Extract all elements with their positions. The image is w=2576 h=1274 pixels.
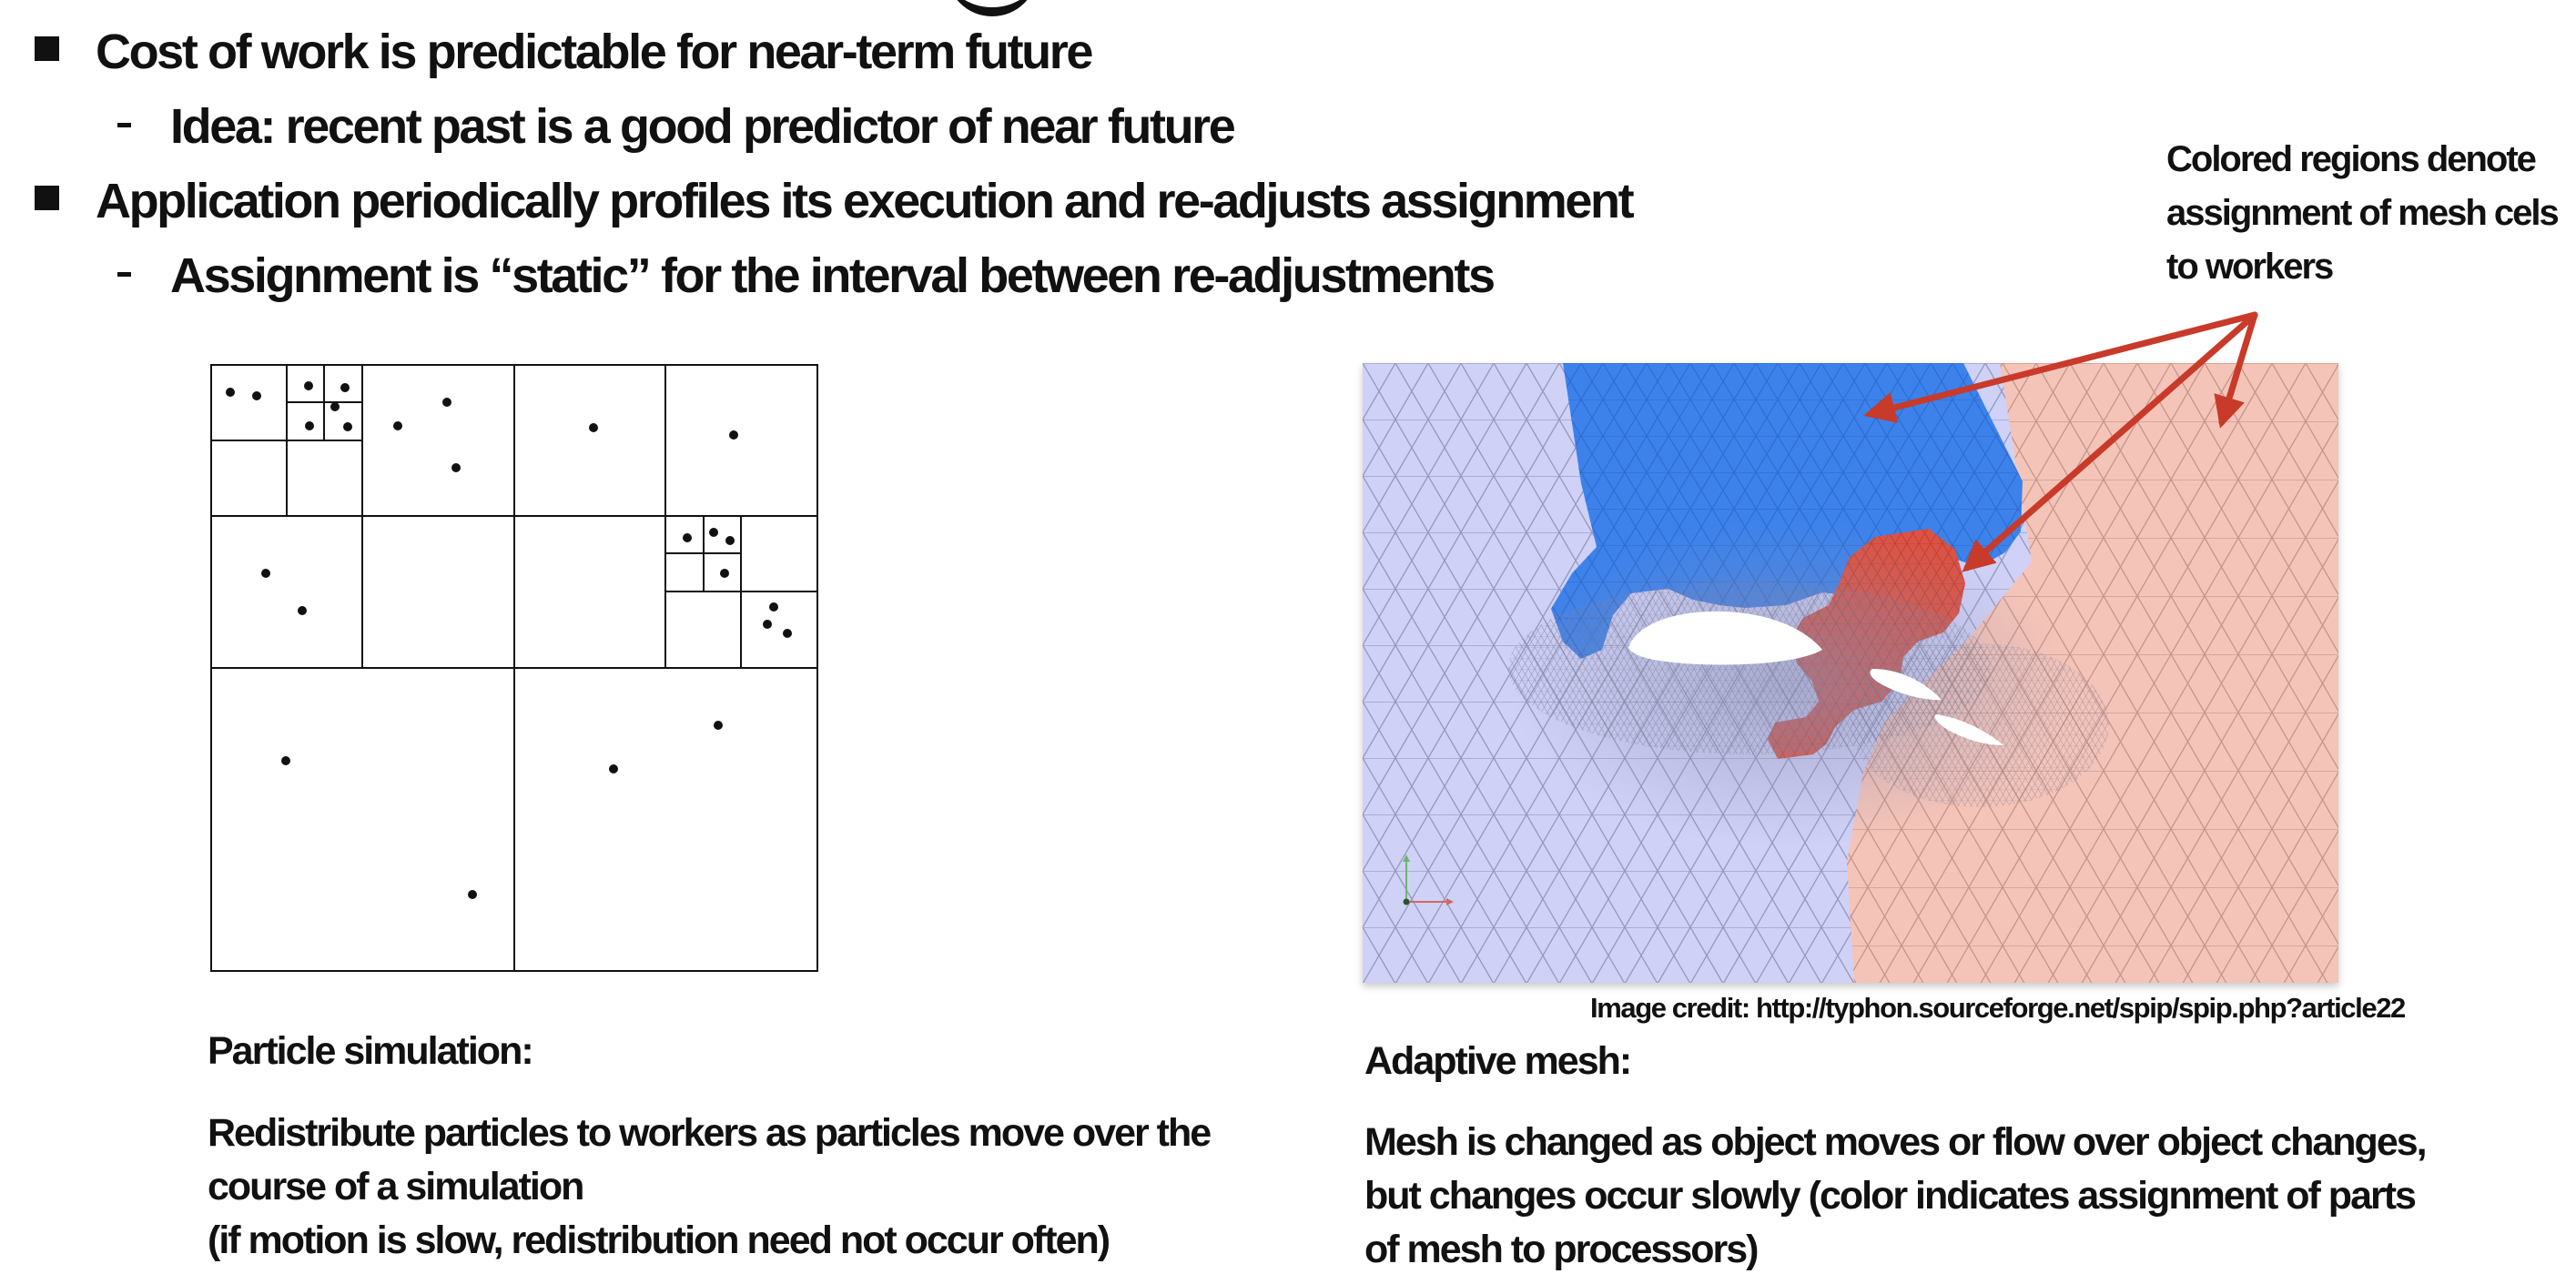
bullet-text: Application periodically profiles its ex… [96, 174, 1635, 228]
mesh-caption-body: Mesh is changed as object moves or flow … [1364, 1116, 2428, 1274]
particle-dot [305, 421, 314, 430]
particle-dot [261, 569, 270, 578]
particle-dot [226, 388, 235, 397]
particle-dot [252, 391, 261, 400]
particle-dot [298, 606, 307, 615]
axis-triad-icon [1403, 854, 1454, 905]
bullet-text: Idea: recent past is a good predictor of… [170, 99, 1236, 154]
flap-airfoil-shape [1870, 669, 1942, 701]
particle-caption-body: Redistribute particles to workers as par… [208, 1107, 1212, 1268]
particle-dot [709, 528, 718, 537]
particle-dot [720, 569, 729, 578]
particle-dot [783, 629, 792, 638]
caption-line: course of a simulation [208, 1165, 584, 1208]
particle-dot [609, 764, 618, 774]
slat-airfoil-shape [1934, 714, 2003, 745]
caption-line: (if motion is slow, redistribution need … [208, 1218, 1111, 1262]
particle-dot [340, 383, 350, 392]
square-bullet-icon [35, 186, 59, 210]
particle-dot [589, 423, 598, 432]
bullet-cost-predictable: Cost of work is predictable for near-ter… [35, 15, 1764, 89]
mesh-caption-heading: Adaptive mesh: [1364, 1039, 1632, 1083]
particle-dot [281, 756, 290, 765]
square-bullet-icon [35, 36, 59, 61]
particle-dot [393, 421, 402, 430]
mesh-callout-text: Colored regions denote assignment of mes… [2166, 139, 2560, 287]
caption-line: Mesh is changed as object moves or flow … [1364, 1120, 2428, 1164]
particle-caption-heading: Particle simulation: [208, 1029, 534, 1073]
particle-dot [683, 533, 692, 542]
particle-dot [468, 890, 477, 899]
dash-bullet-icon [117, 123, 131, 127]
dense-mesh-near-flap [1851, 643, 2109, 807]
image-credit: Image credit: http://typhon.sourceforge.… [1590, 992, 2406, 1024]
adaptive-mesh-image [1363, 363, 2338, 983]
particle-dot [725, 536, 735, 545]
particle-dot [442, 398, 451, 407]
particle-dot [763, 620, 772, 629]
particle-dot [330, 402, 340, 411]
adaptive-mesh-figure [1363, 363, 2338, 983]
particle-dot [304, 381, 313, 390]
particle-dot [714, 721, 723, 730]
sub-bullet-static-interval: Assignment is “static” for the interval … [35, 238, 1764, 313]
caption-line: of mesh to processors) [1364, 1228, 1759, 1271]
particle-dot [729, 430, 738, 440]
bullet-text: Cost of work is predictable for near-ter… [96, 25, 1093, 79]
particle-dots [226, 381, 792, 899]
dash-bullet-icon [117, 272, 131, 277]
particle-dot [343, 422, 352, 431]
particle-dot [451, 463, 461, 472]
title-fragment [947, 0, 1038, 16]
caption-line: but changes occur slowly (color indicate… [1364, 1174, 2417, 1218]
particle-quadtree-diagram [210, 364, 818, 972]
sub-bullet-recent-past: Idea: recent past is a good predictor of… [35, 89, 1764, 164]
bullet-list: Cost of work is predictable for near-ter… [35, 15, 1764, 313]
particle-dot [769, 602, 778, 612]
quadtree-grid [210, 364, 818, 972]
caption-line: Redistribute particles to workers as par… [208, 1111, 1212, 1155]
main-airfoil-shape [1628, 611, 1822, 665]
bullet-periodic-profile: Application periodically profiles its ex… [35, 164, 1764, 238]
bullet-text: Assignment is “static” for the interval … [170, 248, 1496, 303]
